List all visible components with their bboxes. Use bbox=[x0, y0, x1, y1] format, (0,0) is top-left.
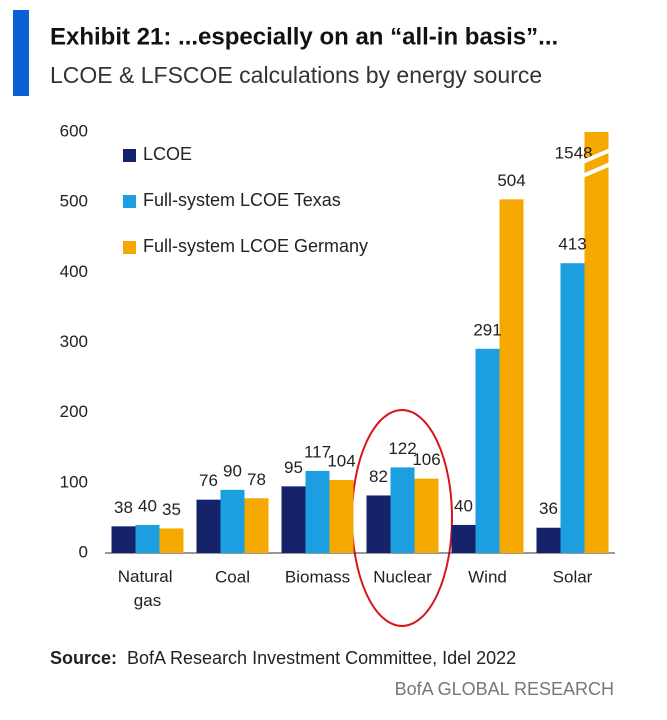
bar bbox=[366, 495, 391, 553]
data-label: 36 bbox=[539, 499, 558, 518]
data-label: 90 bbox=[223, 461, 242, 480]
data-label: 35 bbox=[162, 500, 181, 519]
bar bbox=[159, 528, 184, 553]
y-tick-label: 200 bbox=[60, 402, 88, 421]
bar bbox=[390, 467, 415, 553]
data-label: 291 bbox=[473, 320, 501, 339]
data-label: 104 bbox=[327, 452, 355, 471]
data-label: 40 bbox=[138, 496, 157, 515]
x-tick-label: Solar bbox=[553, 567, 593, 586]
source-label: Source: bbox=[50, 648, 117, 668]
bar bbox=[584, 132, 609, 554]
data-label: 95 bbox=[284, 458, 303, 477]
data-label: 413 bbox=[558, 235, 586, 254]
bar bbox=[475, 348, 500, 553]
data-label: 117 bbox=[304, 442, 331, 461]
bar bbox=[220, 489, 245, 553]
bar bbox=[451, 524, 476, 553]
bar bbox=[499, 199, 524, 554]
y-tick-label: 100 bbox=[60, 472, 88, 491]
legend-swatch bbox=[123, 195, 136, 208]
legend-swatch bbox=[123, 149, 136, 162]
data-label: 38 bbox=[114, 498, 133, 517]
legend-label: LCOE bbox=[143, 144, 192, 164]
x-tick-label: Wind bbox=[468, 567, 507, 586]
data-label: 76 bbox=[199, 471, 218, 490]
data-label: 40 bbox=[454, 496, 473, 515]
y-tick-label: 300 bbox=[60, 332, 88, 351]
axis-break bbox=[581, 162, 612, 178]
data-label: 106 bbox=[412, 450, 440, 469]
bar bbox=[196, 499, 221, 553]
data-label: 78 bbox=[247, 470, 266, 489]
footer: BofA GLOBAL RESEARCH bbox=[395, 679, 614, 699]
data-label: 82 bbox=[369, 467, 388, 486]
legend-label: Full-system LCOE Germany bbox=[143, 236, 368, 256]
bar bbox=[111, 526, 136, 553]
x-tick-label: Biomass bbox=[285, 567, 350, 586]
data-label: 1548 bbox=[555, 143, 593, 162]
y-tick-label: 400 bbox=[60, 262, 88, 281]
data-label: 504 bbox=[497, 171, 525, 190]
bar bbox=[329, 480, 354, 553]
x-tick-label: Coal bbox=[215, 567, 250, 586]
y-tick-label: 600 bbox=[60, 121, 88, 140]
x-tick-label: Nuclear bbox=[373, 567, 432, 586]
bar bbox=[244, 498, 269, 553]
y-tick-label: 500 bbox=[60, 192, 88, 211]
bar bbox=[536, 527, 561, 553]
chart-title: Exhibit 21: ...especially on an “all-in … bbox=[50, 23, 558, 50]
legend-label: Full-system LCOE Texas bbox=[143, 190, 341, 210]
bars bbox=[111, 132, 609, 554]
data-label: 122 bbox=[388, 439, 416, 458]
bar bbox=[414, 478, 439, 553]
bar bbox=[305, 470, 330, 553]
x-tick-label: Natural gas bbox=[118, 567, 178, 610]
source: BofA Research Investment Committee, Idel… bbox=[127, 648, 516, 668]
chart-subtitle: LCOE & LFSCOE calculations by energy sou… bbox=[50, 62, 542, 88]
y-tick-label: 0 bbox=[79, 542, 88, 561]
legend-swatch bbox=[123, 241, 136, 254]
axis-break bbox=[581, 148, 612, 164]
accent-bar bbox=[13, 10, 29, 96]
bar bbox=[135, 524, 160, 553]
bar bbox=[281, 486, 306, 553]
bar bbox=[560, 263, 585, 553]
